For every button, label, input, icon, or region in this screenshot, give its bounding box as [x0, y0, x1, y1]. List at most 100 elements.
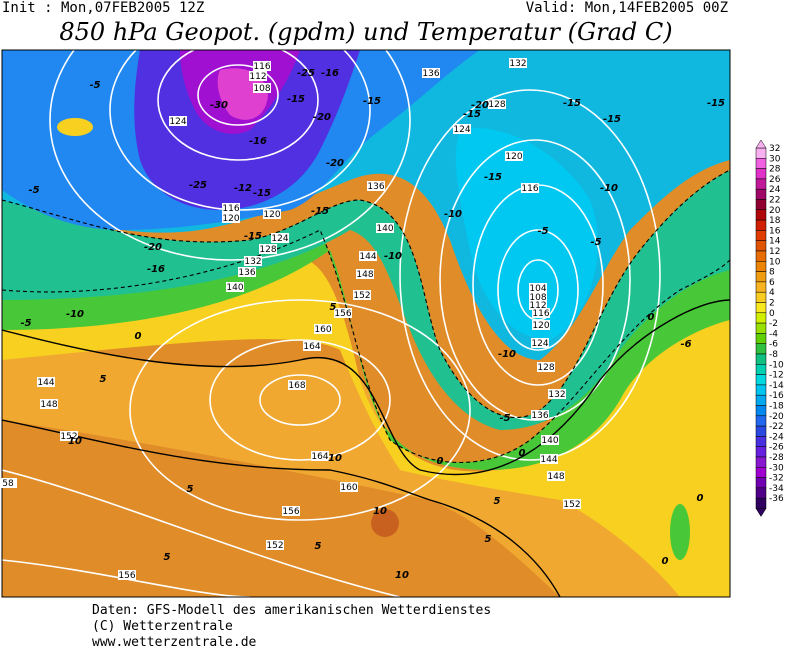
footer-line: www.wetterzentrale.de	[92, 635, 257, 648]
colorbar-swatch	[755, 281, 767, 293]
colorbar-swatch	[755, 147, 767, 159]
geopotential-label: 120	[532, 321, 549, 331]
temperature-label: 0	[135, 331, 142, 342]
label-backdrop	[0, 478, 17, 488]
label-backdrop	[303, 341, 321, 351]
colorbar-swatch	[755, 405, 767, 417]
geopotential-label: 112	[249, 72, 266, 82]
label-backdrop	[563, 499, 581, 509]
temperature-label: -15	[707, 98, 725, 109]
colorbar-swatch	[755, 219, 767, 231]
colorbar-swatch	[755, 497, 767, 509]
temperature-label: 5	[164, 552, 171, 563]
temperature-label: -15	[287, 94, 305, 105]
colorbar-swatch	[755, 333, 767, 344]
geopotential-label: 116	[532, 309, 549, 319]
geopotential-label: 124	[169, 117, 186, 127]
colorbar-swatch	[755, 436, 767, 447]
colorbar-label: -12	[769, 371, 784, 381]
temperature-contours-positive	[2, 299, 730, 597]
label-backdrop	[488, 99, 506, 109]
temperature-label: 5	[187, 484, 194, 495]
colorbar-label: 14	[769, 237, 781, 247]
colorbar-label: -24	[769, 432, 784, 442]
colorbar-label: 18	[769, 216, 781, 226]
geopotential-label: 104	[529, 284, 546, 294]
geopotential-label: 116	[222, 204, 239, 214]
label-backdrop	[532, 308, 550, 318]
colorbar-label: 12	[769, 247, 780, 257]
label-backdrop	[37, 377, 55, 387]
label-backdrop	[353, 290, 371, 300]
geopotential-label: 160	[314, 325, 331, 335]
temperature-label: 5	[315, 541, 322, 552]
colorbar-label: 26	[769, 175, 781, 185]
temperature-label: -16	[249, 136, 267, 147]
temperature-label: -5	[20, 318, 31, 329]
colorbar-label: -18	[769, 402, 784, 412]
label-backdrop	[531, 410, 549, 420]
footer-line: Daten: GFS-Modell des amerikanischen Wet…	[92, 603, 491, 618]
colorbar-label: -28	[769, 453, 784, 463]
geopotential-label: 132	[509, 59, 526, 69]
colorbar-swatch	[755, 322, 767, 334]
geopotential-label: 58	[2, 479, 14, 489]
temperature-label: 10	[328, 453, 342, 464]
label-backdrop	[367, 181, 385, 191]
temperature-label: 5	[494, 496, 501, 507]
colorbar-label: 10	[769, 257, 781, 267]
colorbar-label: -16	[769, 391, 784, 401]
geopotential-label: 116	[521, 184, 538, 194]
colorbar-swatch	[755, 456, 767, 468]
colorbar-label: 22	[769, 196, 780, 206]
geopotential-label: 140	[226, 283, 243, 293]
colorbar-label: 6	[769, 278, 775, 288]
colorbar-arrow	[755, 508, 767, 517]
colorbar-swatch	[755, 353, 767, 365]
colorbar-swatch	[755, 343, 767, 355]
temperature-label: 0	[697, 493, 704, 504]
colorbar-swatch	[755, 364, 767, 375]
temperature-label: -5	[28, 185, 39, 196]
label-backdrop	[453, 124, 471, 134]
temperature-label: -15	[463, 109, 481, 120]
map-frame	[1, 49, 731, 598]
geopotential-label: 144	[359, 252, 376, 262]
colorbar-label: 16	[769, 226, 781, 236]
colorbar-label: 2	[769, 299, 775, 309]
colorbar-label: -30	[769, 463, 784, 473]
geopotential-label: 140	[541, 436, 558, 446]
colorbar-label: 8	[769, 268, 775, 278]
colorbar-label: 32	[769, 144, 780, 154]
colorbar-label: 30	[769, 154, 781, 164]
temperature-label: 5	[330, 302, 337, 313]
label-backdrop	[529, 283, 547, 293]
colorbar-swatch	[755, 158, 767, 169]
geopotential-label: 168	[288, 381, 305, 391]
geopotential-label: 136	[531, 411, 548, 421]
label-backdrop	[537, 362, 555, 372]
geopotential-label: 164	[303, 342, 320, 352]
colorbar-swatch	[755, 425, 767, 437]
geopotential-label: 124	[531, 339, 548, 349]
label-backdrop	[314, 324, 332, 334]
colorbar-label: 20	[769, 206, 781, 216]
temperature-label: -20	[326, 158, 344, 169]
geopotential-label: 120	[505, 152, 522, 162]
label-backdrop	[359, 251, 377, 261]
temperature-label: -16	[147, 264, 165, 275]
label-backdrop	[263, 209, 281, 219]
colorbar-swatch	[755, 168, 767, 180]
temperature-label: -25	[189, 180, 207, 191]
temperature-label: -15	[311, 206, 329, 217]
colorbar-swatch	[755, 312, 767, 324]
temperature-label: -20	[144, 242, 162, 253]
geopotential-label: 160	[340, 483, 357, 493]
geopotential-label: 152	[563, 500, 580, 510]
label-backdrop	[226, 282, 244, 292]
temperature-label: -5	[499, 413, 510, 424]
temperature-contours	[2, 169, 730, 463]
geopotential-label: 124	[453, 125, 470, 135]
temperature-label: 10	[68, 436, 82, 447]
colorbar-label: -14	[769, 381, 784, 391]
